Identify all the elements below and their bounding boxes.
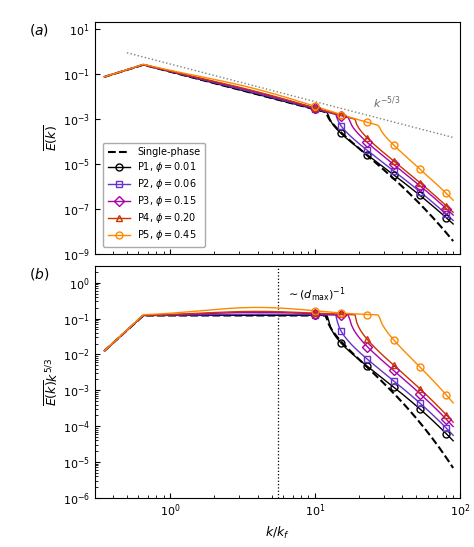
Legend: Single-phase, P1, $\phi = 0.01$, P2, $\phi = 0.06$, P3, $\phi = 0.15$, P4, $\phi: Single-phase, P1, $\phi = 0.01$, P2, $\p…	[103, 143, 205, 247]
X-axis label: $k/k_f$: $k/k_f$	[265, 525, 290, 541]
Text: $\sim(d_{\mathrm{max}})^{-1}$: $\sim(d_{\mathrm{max}})^{-1}$	[286, 286, 346, 304]
Y-axis label: $\overline{E(k)}$: $\overline{E(k)}$	[43, 125, 60, 152]
Y-axis label: $\overline{E(k)}k^{5/3}$: $\overline{E(k)}k^{5/3}$	[42, 357, 60, 406]
Text: $k^{-5/3}$: $k^{-5/3}$	[373, 95, 400, 111]
Text: $(a)$: $(a)$	[29, 22, 49, 38]
Text: $(b)$: $(b)$	[29, 266, 49, 282]
